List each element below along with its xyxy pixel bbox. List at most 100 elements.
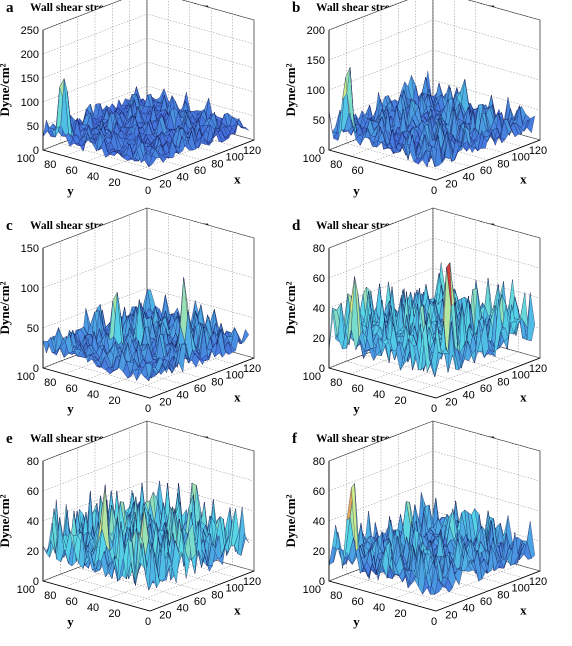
x-tick-label: 0 xyxy=(431,403,437,415)
x-axis-line xyxy=(149,139,255,181)
surface-cell xyxy=(240,127,249,131)
y-tick-label: 80 xyxy=(330,159,342,171)
x-tick-label: 100 xyxy=(511,152,529,164)
y-tick-label: 40 xyxy=(373,389,385,401)
z-tick-label: 200 xyxy=(307,25,325,37)
z-tick-label: 150 xyxy=(21,243,39,255)
x-tick-label: 80 xyxy=(211,158,223,170)
y-axis-line xyxy=(42,367,151,399)
y-tick-label: 60 xyxy=(66,165,78,177)
surface-cell xyxy=(526,521,535,559)
x-tick-label: 20 xyxy=(445,609,457,621)
x-tick-label: 120 xyxy=(243,145,261,157)
z-tick-label: 60 xyxy=(27,486,39,498)
z-tick-label: 50 xyxy=(313,115,325,127)
surface xyxy=(328,67,536,168)
y-axis-label: y xyxy=(67,614,74,629)
y-tick-label: 20 xyxy=(108,177,120,189)
surface-cell xyxy=(240,533,249,556)
x-tick-label: 0 xyxy=(431,185,437,197)
z-tick-label: 100 xyxy=(21,283,39,295)
y-tick-label: 40 xyxy=(373,602,385,614)
z-tick-label: 80 xyxy=(313,456,325,468)
y-tick-label: 20 xyxy=(394,608,406,620)
y-tick-label: 100 xyxy=(17,153,35,165)
z-axis-label: Dyne/cm² xyxy=(0,494,12,547)
z-tick-label: 0 xyxy=(33,145,39,157)
x-tick-label: 20 xyxy=(445,396,457,408)
x-axis-line xyxy=(435,139,541,181)
z-tick-label: 20 xyxy=(313,546,325,558)
y-axis-label: y xyxy=(353,183,360,198)
x-axis-label: x xyxy=(234,171,241,186)
z-tick-label: 50 xyxy=(27,121,39,133)
surface xyxy=(42,277,250,382)
x-tick-label: 60 xyxy=(194,383,206,395)
x-tick-label: 120 xyxy=(529,145,547,157)
y-tick-label: 40 xyxy=(87,389,99,401)
y-tick-label: 80 xyxy=(330,377,342,389)
axis-lines xyxy=(328,30,541,181)
x-axis-label: x xyxy=(520,389,527,404)
axis-lines xyxy=(42,248,255,399)
surface xyxy=(328,482,535,595)
x-tick-label: 80 xyxy=(211,589,223,601)
z-tick-label: 40 xyxy=(27,516,39,528)
y-tick-label: 20 xyxy=(108,608,120,620)
x-tick-label: 60 xyxy=(480,596,492,608)
z-tick-label: 60 xyxy=(313,273,325,285)
x-tick-label: 0 xyxy=(145,185,151,197)
x-tick-label: 100 xyxy=(511,370,529,382)
tick-labels: 0204060801001202040608010005010015020025… xyxy=(17,25,262,197)
y-axis-line xyxy=(42,580,151,612)
z-axis-label: Dyne/cm² xyxy=(283,63,298,116)
z-tick-label: 250 xyxy=(21,25,39,37)
x-tick-label: 40 xyxy=(177,172,189,184)
surface xyxy=(42,480,249,591)
y-tick-label: 80 xyxy=(44,377,56,389)
x-axis-label: x xyxy=(234,389,241,404)
surface-cell xyxy=(240,329,250,345)
y-tick-label: 80 xyxy=(44,590,56,602)
y-tick-label: 20 xyxy=(108,395,120,407)
z-tick-label: 0 xyxy=(319,576,325,588)
y-gridline xyxy=(128,445,233,606)
z-gridline xyxy=(328,0,541,31)
x-axis-line xyxy=(149,357,255,399)
x-tick-label: 60 xyxy=(480,383,492,395)
z-axis-label: Dyne/cm² xyxy=(0,281,12,334)
y-tick-label: 100 xyxy=(303,153,321,165)
y-tick-label: 100 xyxy=(303,584,321,596)
z-axis-label: Dyne/cm² xyxy=(283,281,298,334)
surface-cell xyxy=(526,115,536,133)
x-tick-label: 40 xyxy=(177,603,189,615)
surface xyxy=(42,78,249,168)
y-tick-label: 100 xyxy=(17,371,35,383)
z-axis-label: Dyne/cm² xyxy=(283,494,298,547)
panel-label: b xyxy=(292,0,301,16)
x-axis-line xyxy=(435,570,541,612)
x-tick-label: 20 xyxy=(445,178,457,190)
axis-lines xyxy=(328,248,541,399)
z-tick-label: 50 xyxy=(27,323,39,335)
z-tick-label: 0 xyxy=(319,145,325,157)
surface-plot: 02040608010012020406080100020406080xyDyn… xyxy=(0,420,261,629)
x-tick-label: 100 xyxy=(511,583,529,595)
panel-label: f xyxy=(292,431,297,447)
z-tick-label: 80 xyxy=(313,243,325,255)
y-tick-label: 60 xyxy=(66,596,78,608)
surface-plot: 0204060801001206080100050100150200xyDyne… xyxy=(283,0,547,198)
surface-plot: 0204060801001202040608010005010015020025… xyxy=(0,0,262,198)
z-gridline xyxy=(42,0,255,31)
z-tick-label: 100 xyxy=(21,97,39,109)
z-tick-label: 20 xyxy=(313,333,325,345)
x-axis-label: x xyxy=(520,171,527,186)
z-gridline xyxy=(42,247,255,289)
x-axis-label: x xyxy=(234,602,241,617)
y-tick-label: 80 xyxy=(44,159,56,171)
